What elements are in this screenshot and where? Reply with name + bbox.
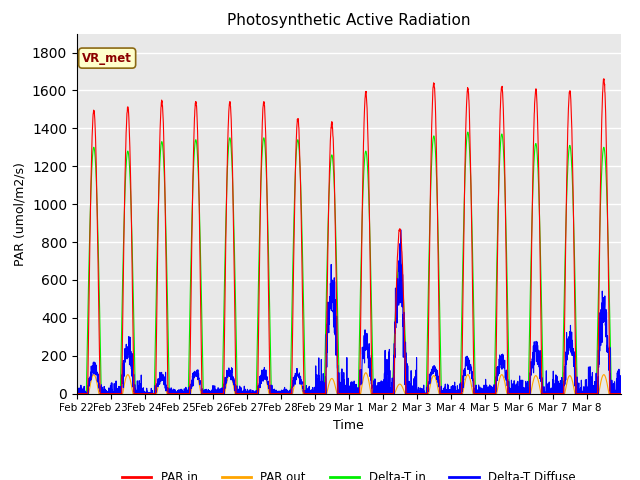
Delta-T Diffuse [617,391,625,396]
PAR out [611,391,619,396]
Delta-T Diffuse [184,391,192,396]
PAR out [184,391,192,396]
PAR out [73,391,81,396]
Delta-T in [611,391,619,396]
Delta-T in [419,391,426,396]
PAR in [617,391,625,396]
PAR out [362,370,369,376]
Delta-T in [184,391,192,396]
PAR out [534,376,541,382]
Delta-T Diffuse [419,389,426,395]
Delta-T in [73,391,81,396]
Delta-T in [464,129,472,135]
Line: PAR in: PAR in [77,79,621,394]
Line: PAR out: PAR out [77,373,621,394]
X-axis label: Time: Time [333,419,364,432]
PAR in [534,120,541,126]
Title: Photosynthetic Active Radiation: Photosynthetic Active Radiation [227,13,470,28]
Delta-T in [534,163,541,168]
Delta-T Diffuse [74,391,81,396]
Delta-T in [617,391,625,396]
Delta-T Diffuse [534,354,542,360]
PAR in [467,147,474,153]
PAR in [419,391,426,396]
Legend: PAR in, PAR out, Delta-T in, Delta-T Diffuse: PAR in, PAR out, Delta-T in, Delta-T Dif… [117,466,580,480]
Delta-T in [501,193,509,199]
Delta-T Diffuse [73,384,81,390]
PAR in [611,391,619,396]
PAR out [617,391,625,396]
PAR in [600,76,608,82]
Delta-T Diffuse [467,362,474,368]
Delta-T Diffuse [502,375,509,381]
Delta-T Diffuse [611,391,619,396]
Delta-T in [467,169,474,175]
PAR in [73,391,81,396]
PAR out [501,381,509,387]
PAR in [184,391,192,396]
Y-axis label: PAR (umol/m2/s): PAR (umol/m2/s) [13,162,26,265]
PAR in [501,180,509,186]
PAR out [419,391,426,396]
Line: Delta-T in: Delta-T in [77,132,621,394]
PAR out [467,378,474,384]
Line: Delta-T Diffuse: Delta-T Diffuse [77,230,621,394]
Delta-T Diffuse [397,227,404,233]
Text: VR_met: VR_met [82,51,132,65]
